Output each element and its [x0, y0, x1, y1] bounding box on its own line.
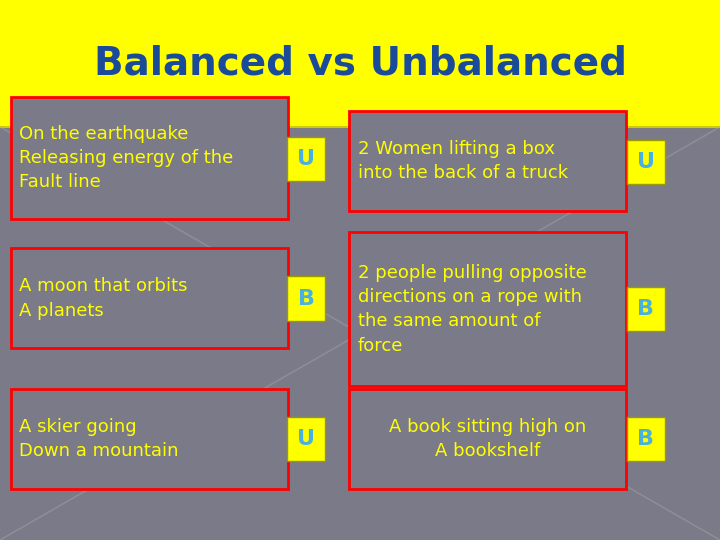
Text: B: B: [637, 299, 654, 319]
Text: U: U: [297, 149, 315, 170]
Text: A moon that orbits
A planets: A moon that orbits A planets: [19, 277, 188, 320]
Text: A book sitting high on
A bookshelf: A book sitting high on A bookshelf: [390, 417, 586, 460]
Bar: [0, 127, 720, 540]
FancyBboxPatch shape: [287, 276, 325, 321]
FancyBboxPatch shape: [11, 248, 288, 348]
Bar: [0, 0, 720, 127]
Text: 2 people pulling opposite
directions on a rope with
the same amount of
force: 2 people pulling opposite directions on …: [358, 264, 587, 355]
Text: U: U: [297, 429, 315, 449]
FancyBboxPatch shape: [627, 140, 665, 184]
Text: A skier going
Down a mountain: A skier going Down a mountain: [19, 417, 179, 460]
FancyBboxPatch shape: [287, 417, 325, 461]
Text: On the earthquake
Releasing energy of the
Fault line: On the earthquake Releasing energy of th…: [19, 125, 234, 191]
Text: Balanced vs Unbalanced: Balanced vs Unbalanced: [94, 44, 626, 83]
FancyBboxPatch shape: [349, 111, 626, 211]
Text: U: U: [637, 152, 655, 172]
FancyBboxPatch shape: [287, 137, 325, 181]
FancyBboxPatch shape: [627, 417, 665, 461]
FancyBboxPatch shape: [627, 287, 665, 331]
FancyBboxPatch shape: [349, 232, 626, 386]
FancyBboxPatch shape: [11, 97, 288, 219]
Text: B: B: [637, 429, 654, 449]
Text: 2 Women lifting a box
into the back of a truck: 2 Women lifting a box into the back of a…: [358, 139, 568, 182]
FancyBboxPatch shape: [349, 389, 626, 489]
FancyBboxPatch shape: [11, 389, 288, 489]
Text: B: B: [297, 288, 315, 309]
